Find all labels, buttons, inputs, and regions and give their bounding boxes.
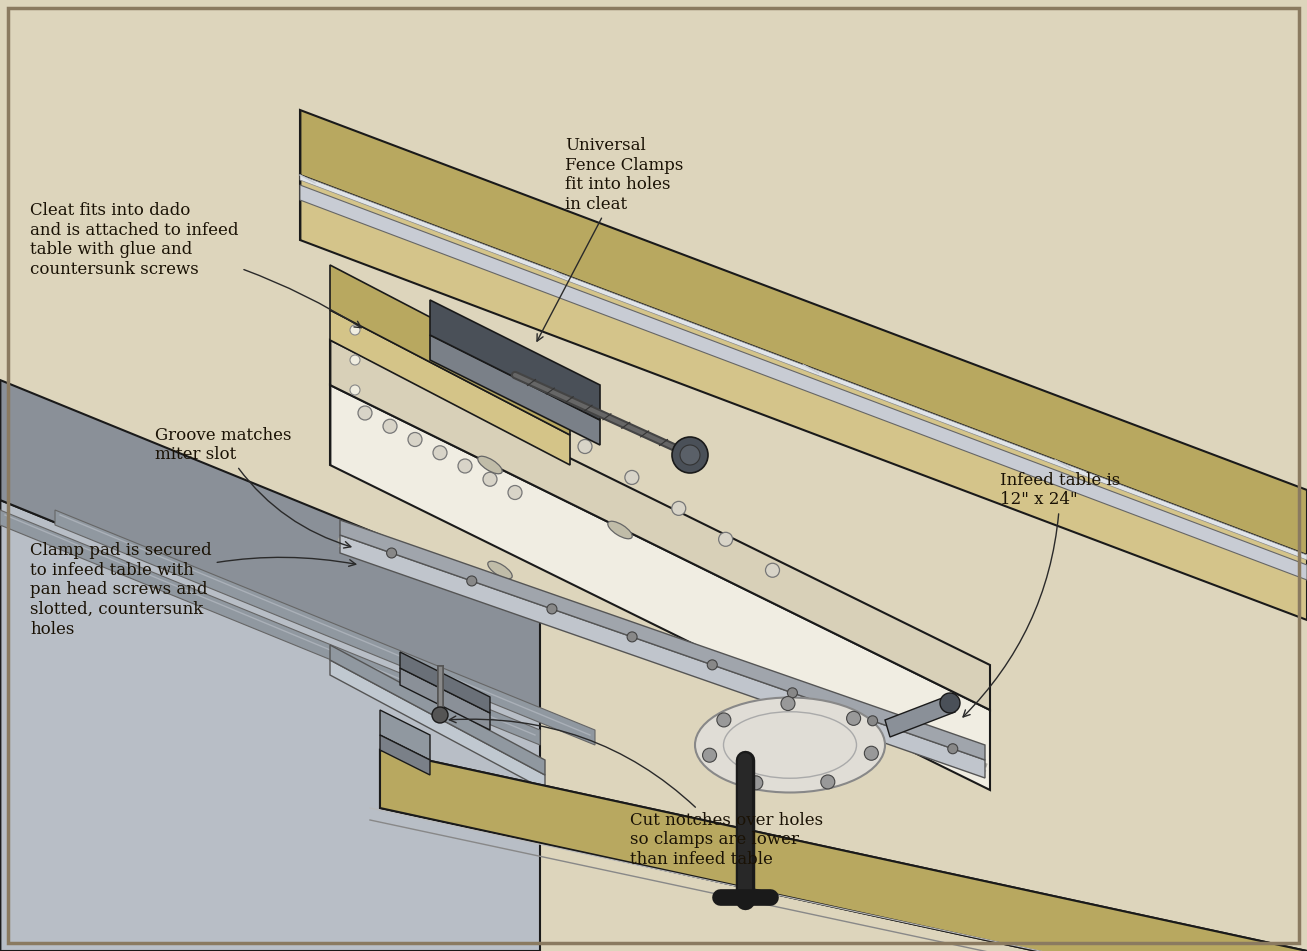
- Polygon shape: [380, 710, 430, 760]
- Polygon shape: [430, 300, 600, 420]
- Polygon shape: [329, 660, 545, 790]
- Circle shape: [680, 445, 701, 465]
- Polygon shape: [301, 175, 1307, 620]
- Circle shape: [467, 576, 477, 586]
- Polygon shape: [329, 310, 570, 465]
- Circle shape: [821, 775, 835, 789]
- Ellipse shape: [608, 521, 633, 539]
- Circle shape: [782, 696, 795, 710]
- Circle shape: [408, 433, 422, 447]
- Polygon shape: [430, 335, 600, 445]
- Circle shape: [358, 406, 372, 420]
- Polygon shape: [380, 750, 1307, 951]
- Circle shape: [703, 748, 716, 762]
- Text: Universal
Fence Clamps
fit into holes
in cleat: Universal Fence Clamps fit into holes in…: [537, 137, 684, 341]
- Circle shape: [766, 563, 779, 577]
- Text: Cut notches over holes
so clamps are lower
than infeed table: Cut notches over holes so clamps are low…: [450, 716, 823, 868]
- Ellipse shape: [695, 697, 885, 792]
- Circle shape: [484, 473, 497, 486]
- Circle shape: [716, 713, 731, 727]
- Polygon shape: [380, 750, 1307, 951]
- Ellipse shape: [478, 456, 502, 474]
- Circle shape: [433, 446, 447, 459]
- Circle shape: [546, 604, 557, 614]
- Ellipse shape: [488, 561, 512, 579]
- Circle shape: [749, 776, 763, 790]
- Circle shape: [868, 716, 877, 726]
- Circle shape: [350, 325, 359, 335]
- Circle shape: [350, 355, 359, 365]
- Circle shape: [948, 744, 958, 754]
- Circle shape: [578, 439, 592, 454]
- Circle shape: [383, 419, 397, 434]
- Circle shape: [457, 459, 472, 473]
- Polygon shape: [329, 340, 989, 710]
- Text: Clamp pad is secured
to infeed table with
pan head screws and
slotted, countersu: Clamp pad is secured to infeed table wit…: [30, 542, 356, 638]
- Circle shape: [350, 385, 359, 395]
- Circle shape: [627, 631, 637, 642]
- Circle shape: [864, 747, 878, 760]
- Circle shape: [387, 548, 396, 558]
- Polygon shape: [301, 185, 1307, 580]
- Text: Infeed table is
12" x 24": Infeed table is 12" x 24": [963, 472, 1120, 717]
- Polygon shape: [885, 695, 955, 737]
- Circle shape: [707, 660, 718, 670]
- Circle shape: [625, 471, 639, 484]
- Polygon shape: [0, 380, 540, 720]
- Polygon shape: [301, 175, 1307, 560]
- Circle shape: [672, 437, 708, 473]
- Circle shape: [508, 486, 521, 499]
- Circle shape: [847, 711, 860, 726]
- Polygon shape: [55, 510, 595, 745]
- Polygon shape: [301, 110, 1307, 555]
- Circle shape: [433, 707, 448, 723]
- Polygon shape: [400, 668, 490, 730]
- Polygon shape: [329, 265, 570, 435]
- Circle shape: [787, 688, 797, 698]
- Polygon shape: [400, 652, 490, 713]
- Polygon shape: [0, 500, 540, 951]
- Text: Cleat fits into dado
and is attached to infeed
table with glue and
countersunk s: Cleat fits into dado and is attached to …: [30, 203, 361, 328]
- Polygon shape: [329, 645, 545, 775]
- Polygon shape: [329, 385, 989, 790]
- Circle shape: [940, 693, 961, 713]
- Circle shape: [719, 533, 733, 546]
- Polygon shape: [380, 735, 430, 775]
- Circle shape: [672, 501, 686, 515]
- Polygon shape: [340, 520, 985, 760]
- Text: Groove matches
miter slot: Groove matches miter slot: [156, 427, 350, 548]
- Polygon shape: [340, 535, 985, 778]
- Polygon shape: [0, 510, 540, 745]
